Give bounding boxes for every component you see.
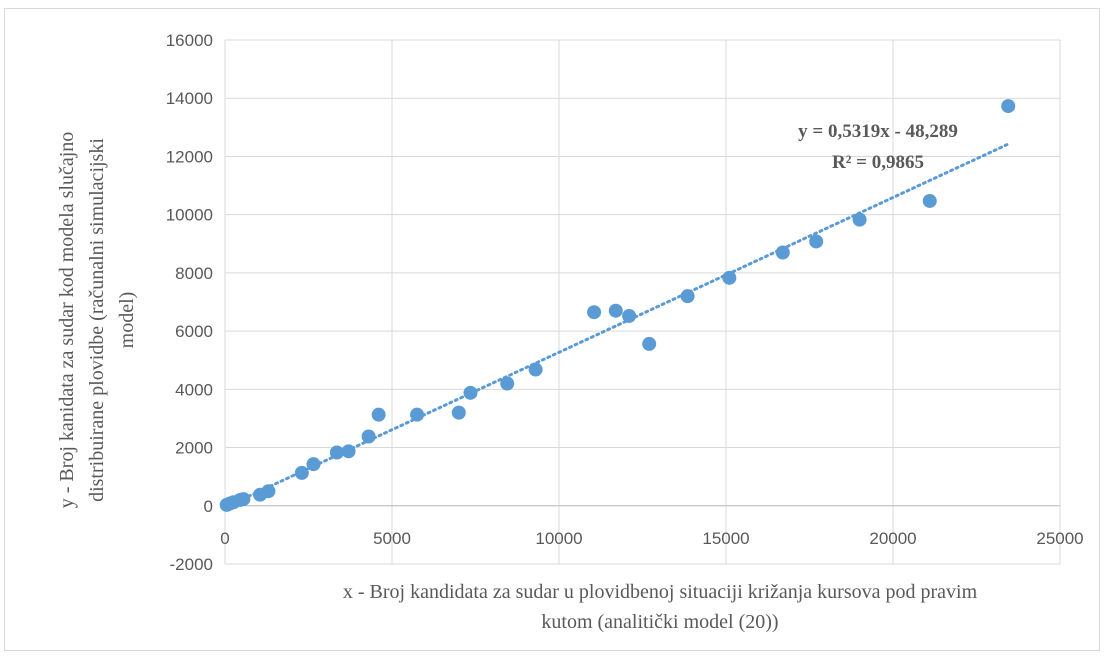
data-point: [1001, 99, 1016, 114]
x-axis-title-line: x - Broj kandidata za sudar u plovidbeno…: [343, 581, 978, 603]
data-point: [371, 407, 386, 422]
data-point: [528, 362, 543, 377]
data-point: [329, 445, 344, 460]
data-point: [680, 289, 695, 304]
x-tick-label: 5000: [373, 529, 411, 548]
trendline-r2-label: R² = 0,9865: [832, 152, 924, 173]
axis-titles: x - Broj kandidata za sudar u plovidbeno…: [56, 132, 978, 633]
y-tick-label: 10000: [166, 206, 213, 225]
y-axis-title-line: y - Broj kanidata za sudar kod modela sl…: [56, 132, 78, 509]
data-point: [852, 212, 867, 227]
data-point: [306, 457, 321, 472]
trendline-group: [225, 142, 1010, 508]
data-point: [261, 484, 276, 499]
y-tick-label: 8000: [175, 264, 213, 283]
x-tick-label: 0: [220, 529, 229, 548]
data-point: [361, 429, 376, 444]
y-tick-label: 4000: [175, 380, 213, 399]
tick-labels: -2000 0 2000 4000 6000 8000 10000 12000 14000 160…: [166, 31, 1084, 574]
y-axis-title-line: distribuirane plovidbe (računalni simula…: [86, 138, 108, 502]
y-tick-label: 0: [204, 497, 213, 516]
x-axis-title-line: kutom (analitički model (20)): [541, 611, 778, 633]
y-tick-label: 6000: [175, 322, 213, 341]
y-tick-label: 2000: [175, 439, 213, 458]
data-point: [294, 465, 309, 480]
data-point: [642, 336, 657, 351]
data-point: [463, 385, 478, 400]
trendline: [225, 142, 1010, 508]
data-point: [587, 305, 602, 320]
data-point: [451, 405, 466, 420]
y-axis-title-line: model): [116, 292, 138, 349]
x-tick-label: 15000: [702, 529, 749, 548]
x-tick-label: 10000: [535, 529, 582, 548]
y-tick-label: 16000: [166, 31, 213, 50]
data-point: [722, 270, 737, 285]
chart-frame: [4, 8, 1100, 651]
data-point: [341, 444, 356, 459]
x-tick-label: 20000: [869, 529, 916, 548]
y-tick-label: -2000: [170, 555, 213, 574]
data-point: [622, 308, 637, 323]
data-point: [410, 407, 425, 422]
y-tick-label: 12000: [166, 147, 213, 166]
y-tick-label: 14000: [166, 89, 213, 108]
data-points: [219, 99, 1016, 512]
trendline-equation: y = 0,5319x - 48,289 R² = 0,9865: [798, 121, 958, 173]
data-point: [809, 234, 824, 249]
data-point: [608, 303, 623, 318]
gridlines: [224, 39, 1061, 565]
data-point: [922, 193, 937, 208]
data-point: [775, 245, 790, 260]
data-point: [500, 376, 515, 391]
trendline-equation-label: y = 0,5319x - 48,289: [798, 121, 958, 142]
data-point: [236, 492, 251, 507]
x-tick-label: 25000: [1036, 529, 1083, 548]
